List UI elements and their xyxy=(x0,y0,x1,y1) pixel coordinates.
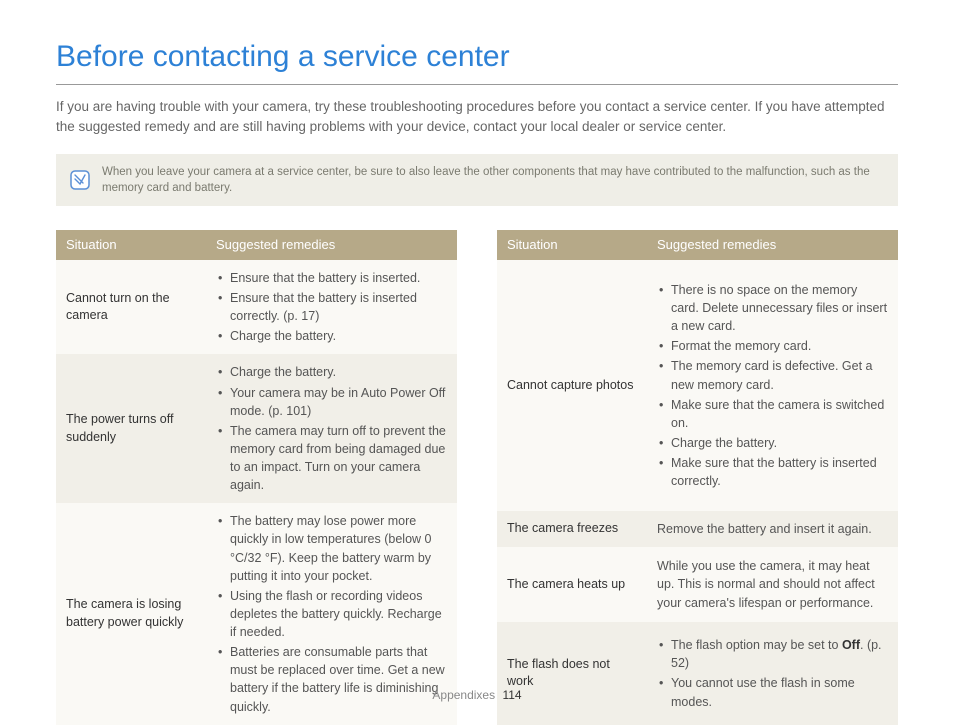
remedies-list: Ensure that the battery is inserted. Ensu… xyxy=(216,269,447,346)
remedies-cell: While you use the camera, it may heat up… xyxy=(647,547,898,623)
troubleshoot-table-right: Situation Suggested remedies Cannot capt… xyxy=(497,230,898,725)
page-title: Before contacting a service center xyxy=(56,36,898,85)
table-row: The camera freezes Remove the battery and… xyxy=(497,511,898,547)
remedies-cell: Charge the battery. Your camera may be in… xyxy=(206,354,457,503)
col-header-situation: Situation xyxy=(497,230,647,260)
footer-section: Appendixes xyxy=(432,688,495,702)
remedy-item: There is no space on the memory card. De… xyxy=(657,281,888,335)
col-header-remedies: Suggested remedies xyxy=(647,230,898,260)
remedy-item: Make sure that the battery is inserted c… xyxy=(657,454,888,490)
situation-cell: The flash does not work xyxy=(497,622,647,724)
remedy-item: Ensure that the battery is inserted corr… xyxy=(216,289,447,325)
remedies-list: Charge the battery. Your camera may be in… xyxy=(216,363,447,494)
table-row: The power turns off suddenlyCharge the b… xyxy=(56,354,457,503)
table-row: Cannot capture photosThere is no space o… xyxy=(497,260,898,511)
table-row: The camera heats upWhile you use the cam… xyxy=(497,547,898,623)
remedies-cell: Ensure that the battery is inserted. Ensu… xyxy=(206,260,457,355)
remedy-item: The camera may turn off to prevent the m… xyxy=(216,422,447,495)
remedies-cell: There is no space on the memory card. De… xyxy=(647,260,898,511)
remedy-item: Charge the battery. xyxy=(657,434,888,452)
tables-container: Situation Suggested remedies Cannot turn… xyxy=(56,230,898,725)
remedy-item: The memory card is defective. Get a new … xyxy=(657,357,888,393)
remedies-cell: Remove the battery and insert it again. xyxy=(647,511,898,547)
remedy-item: Format the memory card. xyxy=(657,337,888,355)
remedies-list: The battery may lose power more quickly … xyxy=(216,512,447,715)
remedy-text: Remove the battery and insert it again. xyxy=(657,520,888,538)
col-header-remedies: Suggested remedies xyxy=(206,230,457,260)
table-row: The flash does not work The flash option … xyxy=(497,622,898,724)
note-icon xyxy=(70,170,90,190)
note-callout: When you leave your camera at a service … xyxy=(56,154,898,206)
remedy-item: Your camera may be in Auto Power Off mod… xyxy=(216,384,447,420)
remedy-item: Using the flash or recording videos depl… xyxy=(216,587,447,641)
situation-cell: Cannot turn on the camera xyxy=(56,260,206,355)
situation-cell: Cannot capture photos xyxy=(497,260,647,511)
remedy-item: Ensure that the battery is inserted. xyxy=(216,269,447,287)
remedy-text: While you use the camera, it may heat up… xyxy=(657,557,888,611)
remedy-item: The flash option may be set to Off. (p. … xyxy=(657,636,888,672)
intro-paragraph: If you are having trouble with your came… xyxy=(56,97,898,138)
remedy-item: Charge the battery. xyxy=(216,327,447,345)
footer-page-number: 114 xyxy=(502,688,521,702)
remedy-item: Batteries are consumable parts that must… xyxy=(216,643,447,716)
remedy-item: Make sure that the camera is switched on… xyxy=(657,396,888,432)
page-footer: Appendixes 114 xyxy=(0,687,954,704)
note-text: When you leave your camera at a service … xyxy=(102,164,884,196)
remedy-item: The battery may lose power more quickly … xyxy=(216,512,447,585)
remedies-cell: The flash option may be set to Off. (p. … xyxy=(647,622,898,724)
situation-cell: The camera freezes xyxy=(497,511,647,547)
troubleshoot-table-left: Situation Suggested remedies Cannot turn… xyxy=(56,230,457,725)
remedy-item: Charge the battery. xyxy=(216,363,447,381)
situation-cell: The power turns off suddenly xyxy=(56,354,206,503)
situation-cell: The camera heats up xyxy=(497,547,647,623)
col-header-situation: Situation xyxy=(56,230,206,260)
table-row: Cannot turn on the cameraEnsure that the… xyxy=(56,260,457,355)
remedies-list: There is no space on the memory card. De… xyxy=(657,281,888,490)
